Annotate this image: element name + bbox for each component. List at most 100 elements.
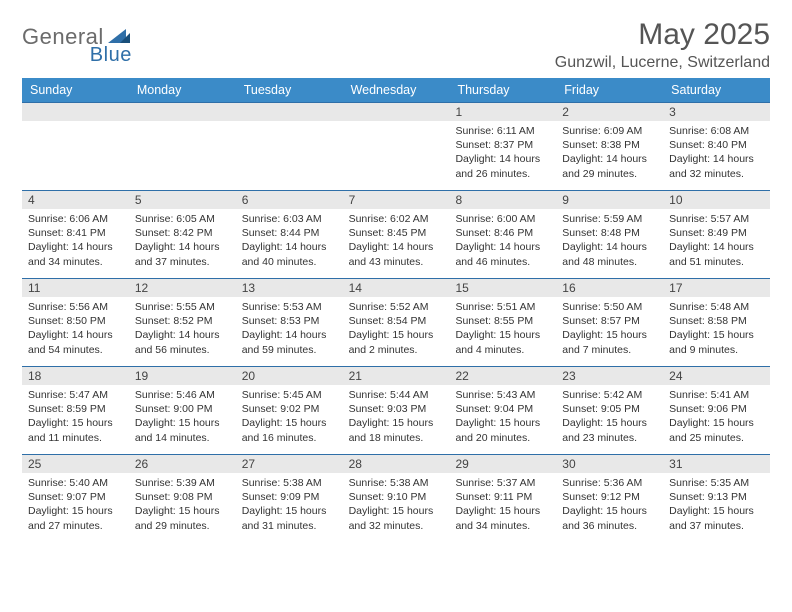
day-info: Sunrise: 6:03 AMSunset: 8:44 PMDaylight:…	[242, 212, 337, 269]
day-cell: 2 Sunrise: 6:09 AMSunset: 8:38 PMDaylight…	[556, 102, 663, 190]
day-header-wed: Wednesday	[343, 78, 450, 102]
day-info: Sunrise: 5:38 AMSunset: 9:09 PMDaylight:…	[242, 476, 337, 533]
daylight-text: Daylight: 15 hours and 25 minutes.	[669, 416, 764, 444]
sunrise-text: Sunrise: 5:56 AM	[28, 300, 123, 314]
sunset-text: Sunset: 8:41 PM	[28, 226, 123, 240]
day-info: Sunrise: 6:05 AMSunset: 8:42 PMDaylight:…	[135, 212, 230, 269]
day-number: 12	[129, 279, 236, 297]
day-number: 28	[343, 455, 450, 473]
sunrise-text: Sunrise: 6:09 AM	[562, 124, 657, 138]
day-number: 30	[556, 455, 663, 473]
daylight-text: Daylight: 14 hours and 54 minutes.	[28, 328, 123, 356]
sunrise-text: Sunrise: 5:51 AM	[455, 300, 550, 314]
sunrise-text: Sunrise: 5:43 AM	[455, 388, 550, 402]
day-header-sat: Saturday	[663, 78, 770, 102]
daylight-text: Daylight: 14 hours and 46 minutes.	[455, 240, 550, 268]
day-info: Sunrise: 5:36 AMSunset: 9:12 PMDaylight:…	[562, 476, 657, 533]
sunrise-text: Sunrise: 5:47 AM	[28, 388, 123, 402]
day-cell	[22, 102, 129, 190]
daylight-text: Daylight: 15 hours and 31 minutes.	[242, 504, 337, 532]
day-number: 17	[663, 279, 770, 297]
sunset-text: Sunset: 9:05 PM	[562, 402, 657, 416]
day-cell	[343, 102, 450, 190]
sunset-text: Sunset: 8:42 PM	[135, 226, 230, 240]
sunrise-text: Sunrise: 5:38 AM	[349, 476, 444, 490]
day-number: 23	[556, 367, 663, 385]
day-number: 13	[236, 279, 343, 297]
sunrise-text: Sunrise: 6:03 AM	[242, 212, 337, 226]
weeks-container: 1Sunrise: 6:11 AMSunset: 8:37 PMDaylight…	[22, 102, 770, 542]
day-cell: 9Sunrise: 5:59 AMSunset: 8:48 PMDaylight…	[556, 190, 663, 278]
sunrise-text: Sunrise: 5:53 AM	[242, 300, 337, 314]
day-info: Sunrise: 5:40 AMSunset: 9:07 PMDaylight:…	[28, 476, 123, 533]
day-number: 15	[449, 279, 556, 297]
day-info: Sunrise: 6:09 AMSunset: 8:38 PMDaylight:…	[562, 124, 657, 181]
sunset-text: Sunset: 9:00 PM	[135, 402, 230, 416]
day-number	[236, 103, 343, 121]
sunset-text: Sunset: 8:45 PM	[349, 226, 444, 240]
day-info: Sunrise: 5:50 AMSunset: 8:57 PMDaylight:…	[562, 300, 657, 357]
day-cell: 27 Sunrise: 5:38 AMSunset: 9:09 PMDayligh…	[236, 454, 343, 542]
day-cell: 19Sunrise: 5:46 AMSunset: 9:00 PMDayligh…	[129, 366, 236, 454]
sunrise-text: Sunrise: 5:52 AM	[349, 300, 444, 314]
day-info: Sunrise: 5:46 AMSunset: 9:00 PMDaylight:…	[135, 388, 230, 445]
day-number	[129, 103, 236, 121]
daylight-text: Daylight: 15 hours and 11 minutes.	[28, 416, 123, 444]
day-number: 20	[236, 367, 343, 385]
sunset-text: Sunset: 9:11 PM	[455, 490, 550, 504]
day-number: 29	[449, 455, 556, 473]
day-info: Sunrise: 6:02 AMSunset: 8:45 PMDaylight:…	[349, 212, 444, 269]
sunset-text: Sunset: 8:46 PM	[455, 226, 550, 240]
day-cell: 10Sunrise: 5:57 AMSunset: 8:49 PMDayligh…	[663, 190, 770, 278]
logo: General Blue	[22, 18, 176, 50]
sunset-text: Sunset: 9:08 PM	[135, 490, 230, 504]
day-cell: 7Sunrise: 6:02 AMSunset: 8:45 PMDaylight…	[343, 190, 450, 278]
sunrise-text: Sunrise: 5:35 AM	[669, 476, 764, 490]
day-cell: 14Sunrise: 5:52 AMSunset: 8:54 PMDayligh…	[343, 278, 450, 366]
day-info: Sunrise: 5:51 AMSunset: 8:55 PMDaylight:…	[455, 300, 550, 357]
daylight-text: Daylight: 15 hours and 7 minutes.	[562, 328, 657, 356]
day-header-sun: Sunday	[22, 78, 129, 102]
day-number: 22	[449, 367, 556, 385]
day-number: 3	[663, 103, 770, 121]
day-cell: 29Sunrise: 5:37 AMSunset: 9:11 PMDayligh…	[449, 454, 556, 542]
daylight-text: Daylight: 15 hours and 36 minutes.	[562, 504, 657, 532]
day-number	[343, 103, 450, 121]
day-number: 10	[663, 191, 770, 209]
sunset-text: Sunset: 9:09 PM	[242, 490, 337, 504]
day-header-thu: Thursday	[449, 78, 556, 102]
day-number: 2	[556, 103, 663, 121]
daylight-text: Daylight: 14 hours and 43 minutes.	[349, 240, 444, 268]
daylight-text: Daylight: 14 hours and 37 minutes.	[135, 240, 230, 268]
sunset-text: Sunset: 9:06 PM	[669, 402, 764, 416]
day-info: Sunrise: 5:43 AMSunset: 9:04 PMDaylight:…	[455, 388, 550, 445]
day-cell: 20Sunrise: 5:45 AMSunset: 9:02 PMDayligh…	[236, 366, 343, 454]
day-info: Sunrise: 5:39 AMSunset: 9:08 PMDaylight:…	[135, 476, 230, 533]
sunset-text: Sunset: 9:12 PM	[562, 490, 657, 504]
sunset-text: Sunset: 9:02 PM	[242, 402, 337, 416]
sunrise-text: Sunrise: 5:38 AM	[242, 476, 337, 490]
day-number: 27	[236, 455, 343, 473]
daylight-text: Daylight: 15 hours and 27 minutes.	[28, 504, 123, 532]
sunset-text: Sunset: 8:54 PM	[349, 314, 444, 328]
sunset-text: Sunset: 8:37 PM	[455, 138, 550, 152]
sunrise-text: Sunrise: 5:50 AM	[562, 300, 657, 314]
sunset-text: Sunset: 9:13 PM	[669, 490, 764, 504]
day-cell: 17Sunrise: 5:48 AMSunset: 8:58 PMDayligh…	[663, 278, 770, 366]
daylight-text: Daylight: 15 hours and 34 minutes.	[455, 504, 550, 532]
day-info: Sunrise: 5:56 AMSunset: 8:50 PMDaylight:…	[28, 300, 123, 357]
sunrise-text: Sunrise: 5:45 AM	[242, 388, 337, 402]
day-number: 31	[663, 455, 770, 473]
daylight-text: Daylight: 15 hours and 4 minutes.	[455, 328, 550, 356]
sunset-text: Sunset: 8:48 PM	[562, 226, 657, 240]
day-number: 14	[343, 279, 450, 297]
sunset-text: Sunset: 8:50 PM	[28, 314, 123, 328]
sunrise-text: Sunrise: 5:46 AM	[135, 388, 230, 402]
day-number: 18	[22, 367, 129, 385]
day-number: 8	[449, 191, 556, 209]
sunrise-text: Sunrise: 5:48 AM	[669, 300, 764, 314]
sunset-text: Sunset: 8:57 PM	[562, 314, 657, 328]
sunset-text: Sunset: 9:03 PM	[349, 402, 444, 416]
sunrise-text: Sunrise: 5:41 AM	[669, 388, 764, 402]
sunrise-text: Sunrise: 5:36 AM	[562, 476, 657, 490]
